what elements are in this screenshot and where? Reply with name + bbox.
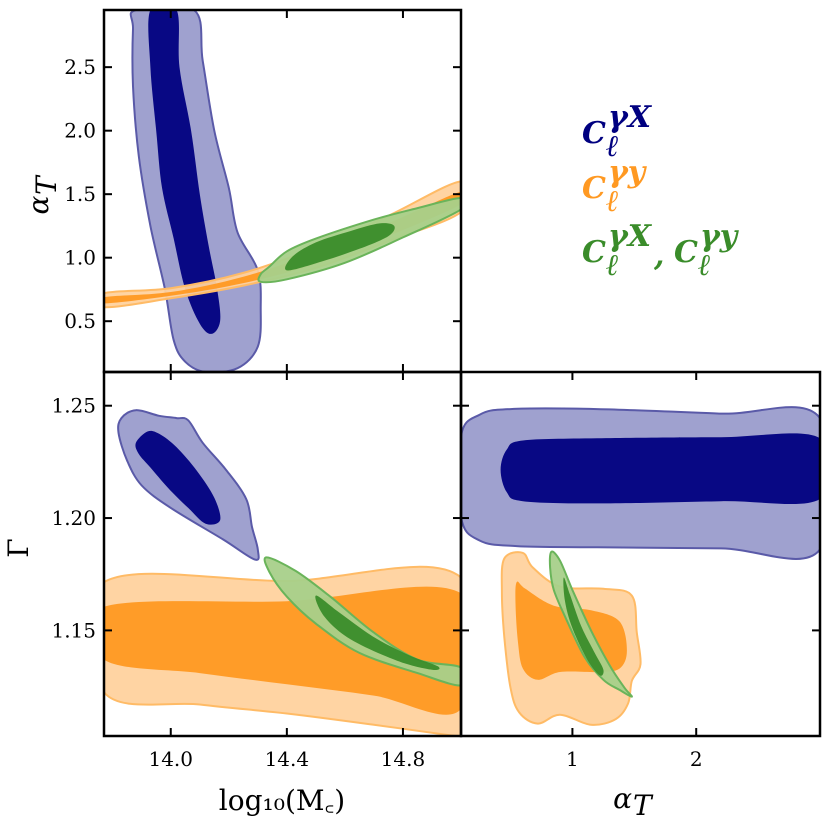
- y-label-alpha-t-group: α T: [22, 174, 63, 214]
- xtick-label-mc-gamma-14.4: 14.4: [265, 747, 310, 771]
- xtick-label-mc-gamma-14.0: 14.0: [148, 747, 193, 771]
- y-label-gamma: Γ: [2, 538, 35, 557]
- y-label-alpha-t: α: [22, 195, 55, 214]
- legend-sub-combined-2: ℓ: [698, 248, 711, 283]
- panel-frames: [102, 8, 822, 738]
- ytick-label-mc-alphaT-0.5: 0.5: [64, 309, 96, 333]
- frame-alphaT-gamma: [459, 370, 822, 738]
- ytick-label-mc-alphaT-2.0: 2.0: [64, 119, 96, 143]
- contour-combined-alphaT-gamma-68: [563, 577, 604, 676]
- xtick-label-mc-gamma-14.8: 14.8: [381, 747, 426, 771]
- legend-sub-gamma-y: ℓ: [606, 184, 619, 219]
- legend-comma: ,: [653, 238, 664, 273]
- contour-combined-mc-alphaT-68: [285, 223, 395, 271]
- contour-gamma-x-alphaT-gamma-68: [500, 433, 820, 505]
- legend-base-combined-2: C: [674, 235, 698, 270]
- contour-gamma-x-mc-gamma-68: [135, 430, 221, 525]
- ytick-label-mc-gamma-1.25: 1.25: [51, 394, 96, 418]
- legend-sup-combined-1: γX: [608, 219, 653, 254]
- contour-combined-alphaT-gamma-95: [548, 550, 633, 698]
- legend-sup-gamma-x: γX: [608, 100, 653, 135]
- contour-combined-mc-gamma-68: [315, 595, 440, 670]
- contour-combined-mc-gamma-95: [263, 556, 461, 687]
- legend-sup-gamma-y: γy: [608, 155, 648, 190]
- legend-sub-combined-1: ℓ: [606, 248, 619, 283]
- legend-base-gamma-x: C: [582, 116, 606, 151]
- legend-sub-gamma-x: ℓ: [606, 129, 619, 164]
- panel-alphaT-gamma: [461, 406, 820, 726]
- x-label-log-mc: log₁₀(M꜀): [219, 784, 345, 817]
- ytick-label-mc-gamma-1.15: 1.15: [51, 618, 96, 642]
- ytick-label-mc-alphaT-1.5: 1.5: [64, 182, 96, 206]
- legend-entry-gamma-x: C ℓ γX: [582, 100, 653, 164]
- x-label-alpha-t: α: [613, 782, 632, 815]
- ytick-label-mc-gamma-1.20: 1.20: [51, 506, 96, 530]
- y-label-alpha-t-sub: T: [30, 174, 63, 195]
- panel-mc-alphaT: [104, 10, 461, 372]
- x-label-alpha-t-sub: T: [633, 789, 654, 822]
- contour-gamma-x-mc-alphaT-68: [148, 10, 221, 334]
- tick-marks: [104, 10, 820, 736]
- legend-sup-combined-2: γy: [700, 219, 740, 254]
- legend-entry-gamma-y: C ℓ γy: [582, 155, 648, 219]
- legend-base-gamma-y: C: [582, 171, 606, 206]
- ytick-label-mc-alphaT-1.0: 1.0: [64, 246, 96, 270]
- contour-gamma-y-mc-gamma-68: [104, 586, 461, 715]
- legend-base-combined-1: C: [582, 235, 606, 270]
- xtick-label-alphaT-gamma-1: 1: [566, 747, 579, 771]
- ytick-label-mc-alphaT-2.5: 2.5: [64, 55, 96, 79]
- tick-labels: 0.5 1.0 1.5 2.0 2.5 1.15 1.20 1.25 14.0 14.4 14.8 1…: [51, 55, 702, 771]
- xtick-label-alphaT-gamma-2: 2: [690, 747, 703, 771]
- panel-mc-gamma: [104, 409, 461, 736]
- legend: C ℓ γX C ℓ γy C ℓ γX , C ℓ γy: [582, 100, 740, 283]
- legend-entry-combined: C ℓ γX , C ℓ γy: [582, 219, 740, 283]
